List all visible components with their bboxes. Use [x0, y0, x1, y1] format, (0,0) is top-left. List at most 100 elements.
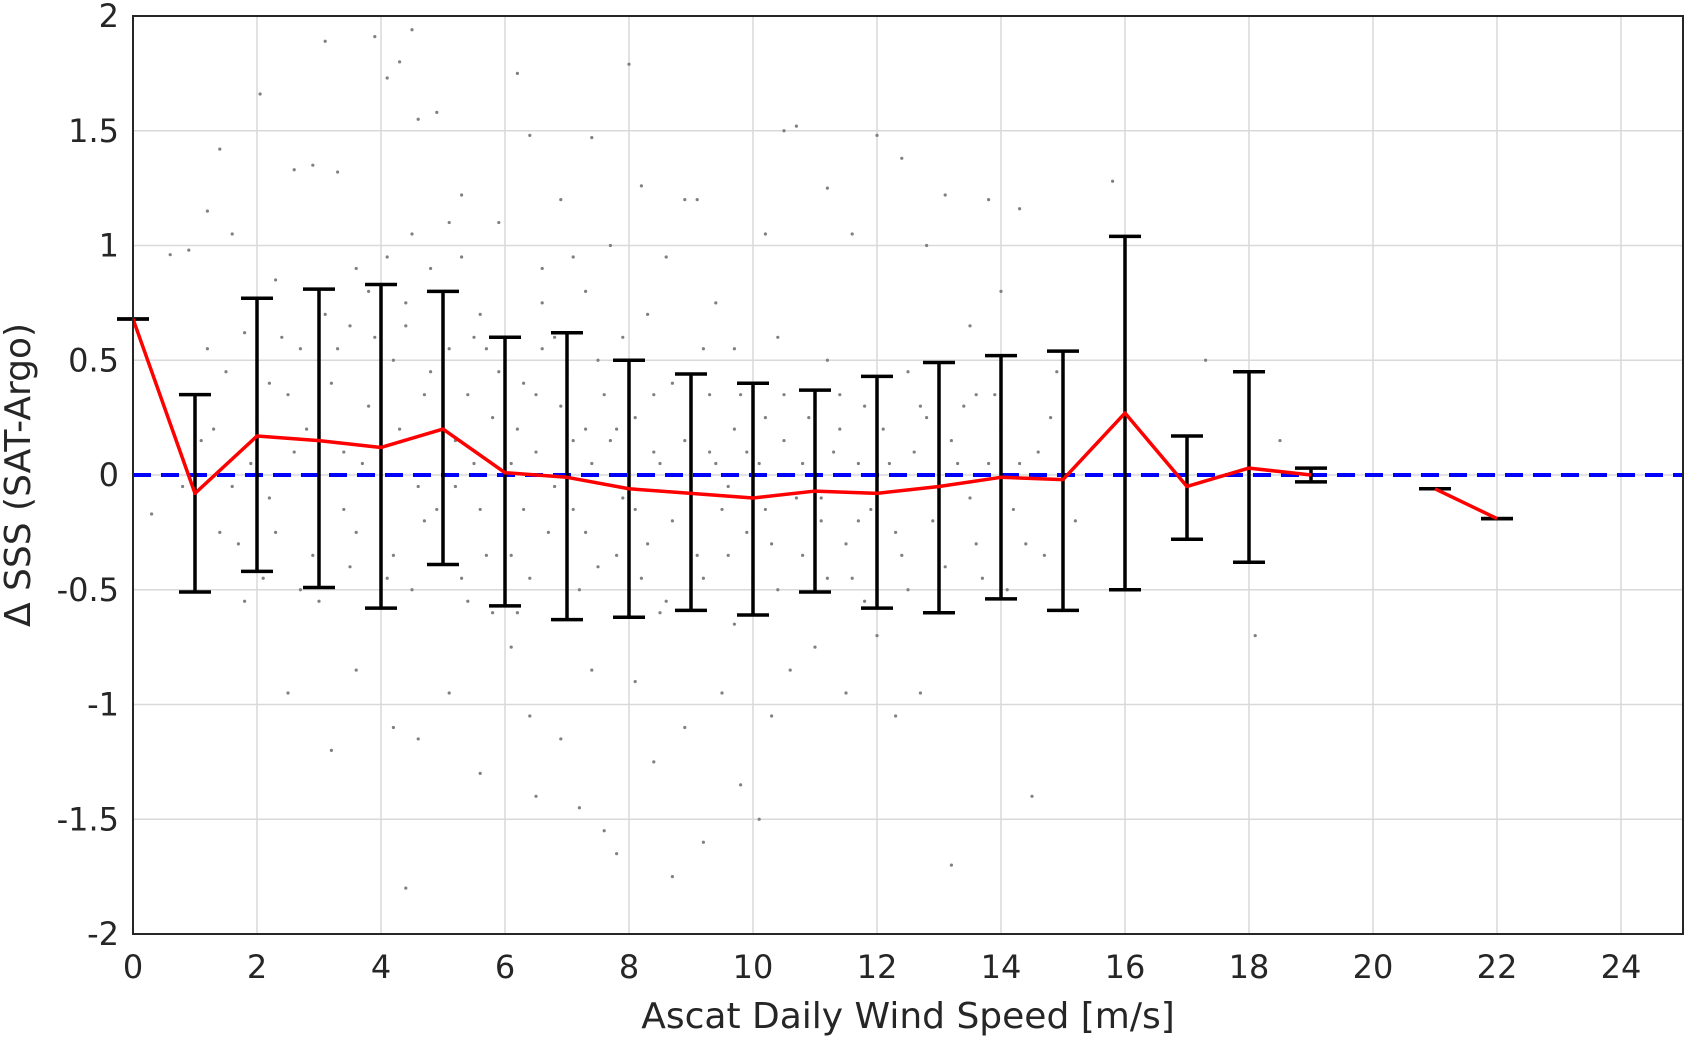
scatter-point	[453, 484, 457, 489]
x-tick-label: 10	[733, 948, 774, 986]
scatter-point	[590, 461, 594, 466]
scatter-point	[875, 634, 879, 638]
scatter-point	[348, 565, 352, 569]
scatter-point	[1073, 519, 1077, 523]
scatter-point	[484, 553, 488, 557]
scatter-point	[391, 553, 395, 557]
scatter-point	[559, 737, 563, 741]
scatter-point	[918, 404, 923, 408]
scatter-point	[323, 312, 327, 316]
scatter-point	[373, 35, 377, 39]
scatter-point	[354, 530, 358, 534]
scatter-point	[218, 147, 222, 151]
scatter-point	[243, 599, 247, 603]
scatter-point	[1253, 634, 1257, 638]
scatter-point	[720, 507, 724, 512]
scatter-point	[621, 335, 625, 339]
scatter-point	[571, 438, 575, 443]
scatter-point	[949, 438, 954, 443]
scatter-point	[794, 496, 799, 500]
scatter-point	[373, 335, 377, 339]
scatter-point	[763, 507, 768, 512]
scatter-point	[701, 576, 706, 580]
scatter-point	[435, 110, 439, 114]
scatter-point	[974, 542, 978, 546]
scatter-point	[422, 519, 426, 523]
scatter-point	[360, 461, 364, 466]
scatter-point	[838, 393, 842, 397]
y-tick-label: 0	[99, 456, 119, 494]
scatter-point	[460, 255, 464, 259]
errorbar-3	[303, 287, 335, 590]
scatter-point	[404, 301, 408, 305]
scatter-point	[708, 450, 712, 454]
scatter-point	[466, 599, 470, 603]
scatter-point	[497, 370, 501, 374]
scatter-point	[559, 404, 563, 408]
scatter-point	[633, 507, 637, 512]
x-tick-label: 12	[857, 948, 898, 986]
scatter-point	[478, 312, 482, 316]
scatter-point	[336, 347, 340, 351]
scatter-point	[838, 427, 842, 431]
mean-line-segment-1	[1434, 487, 1498, 521]
scatter-point	[962, 404, 966, 408]
scatter-point	[683, 725, 687, 730]
scatter-point	[615, 553, 619, 557]
scatter-point	[621, 496, 625, 500]
scatter-point	[447, 691, 451, 695]
scatter-point	[584, 530, 588, 534]
scatter-point	[646, 312, 650, 316]
scatter-point	[782, 393, 786, 397]
scatter-point	[298, 588, 302, 592]
scatter-point	[608, 438, 613, 443]
scatter-point	[602, 829, 606, 833]
scatter-point	[534, 794, 538, 798]
scatter-point	[515, 71, 520, 75]
scatter-point	[670, 381, 675, 385]
scatter-point	[447, 347, 451, 351]
scatter-point	[429, 370, 433, 374]
scatter-point	[869, 507, 873, 512]
scatter-point	[844, 542, 848, 546]
scatter-point	[782, 438, 786, 443]
scatter-point	[1030, 794, 1034, 798]
scatter-point	[652, 450, 656, 454]
scatter-point	[391, 725, 395, 730]
scatter-point	[540, 266, 544, 271]
scatter-point	[726, 553, 730, 557]
mean-line	[131, 318, 1498, 521]
scatter-point	[336, 170, 340, 174]
scatter-point	[258, 92, 262, 96]
y-tick-label: 1.5	[68, 112, 119, 150]
scatter-point	[745, 530, 749, 534]
scatter-point	[912, 450, 916, 454]
scatter-point	[267, 496, 271, 500]
scatter-point	[199, 438, 203, 443]
scatter-point	[546, 530, 551, 534]
scatter-point	[218, 530, 222, 534]
y-tick-labels: 2 1.5 1 0.5 0 -0.5 -1 -1.5 -2	[57, 0, 119, 953]
scatter-point	[652, 760, 656, 764]
scatter-point	[683, 438, 687, 443]
scatter-point	[739, 783, 743, 787]
scatter-point	[987, 461, 991, 466]
scatter-point	[267, 381, 271, 385]
scatter-point	[491, 416, 495, 420]
scatter-point	[528, 133, 532, 137]
scatter-point	[894, 714, 898, 718]
scatter-point	[943, 193, 947, 197]
scatter-point	[732, 347, 737, 351]
scatter-point	[664, 599, 668, 603]
scatter-point	[633, 416, 637, 420]
x-tick-label: 18	[1229, 948, 1270, 986]
scatter-point	[311, 553, 315, 557]
scatter-point	[863, 404, 867, 408]
scatter-point	[887, 461, 892, 466]
scatter-point	[342, 450, 346, 454]
scatter-point	[447, 220, 451, 225]
scatter-point	[856, 519, 861, 523]
scatter-point	[894, 530, 898, 534]
scatter-point	[863, 599, 867, 603]
